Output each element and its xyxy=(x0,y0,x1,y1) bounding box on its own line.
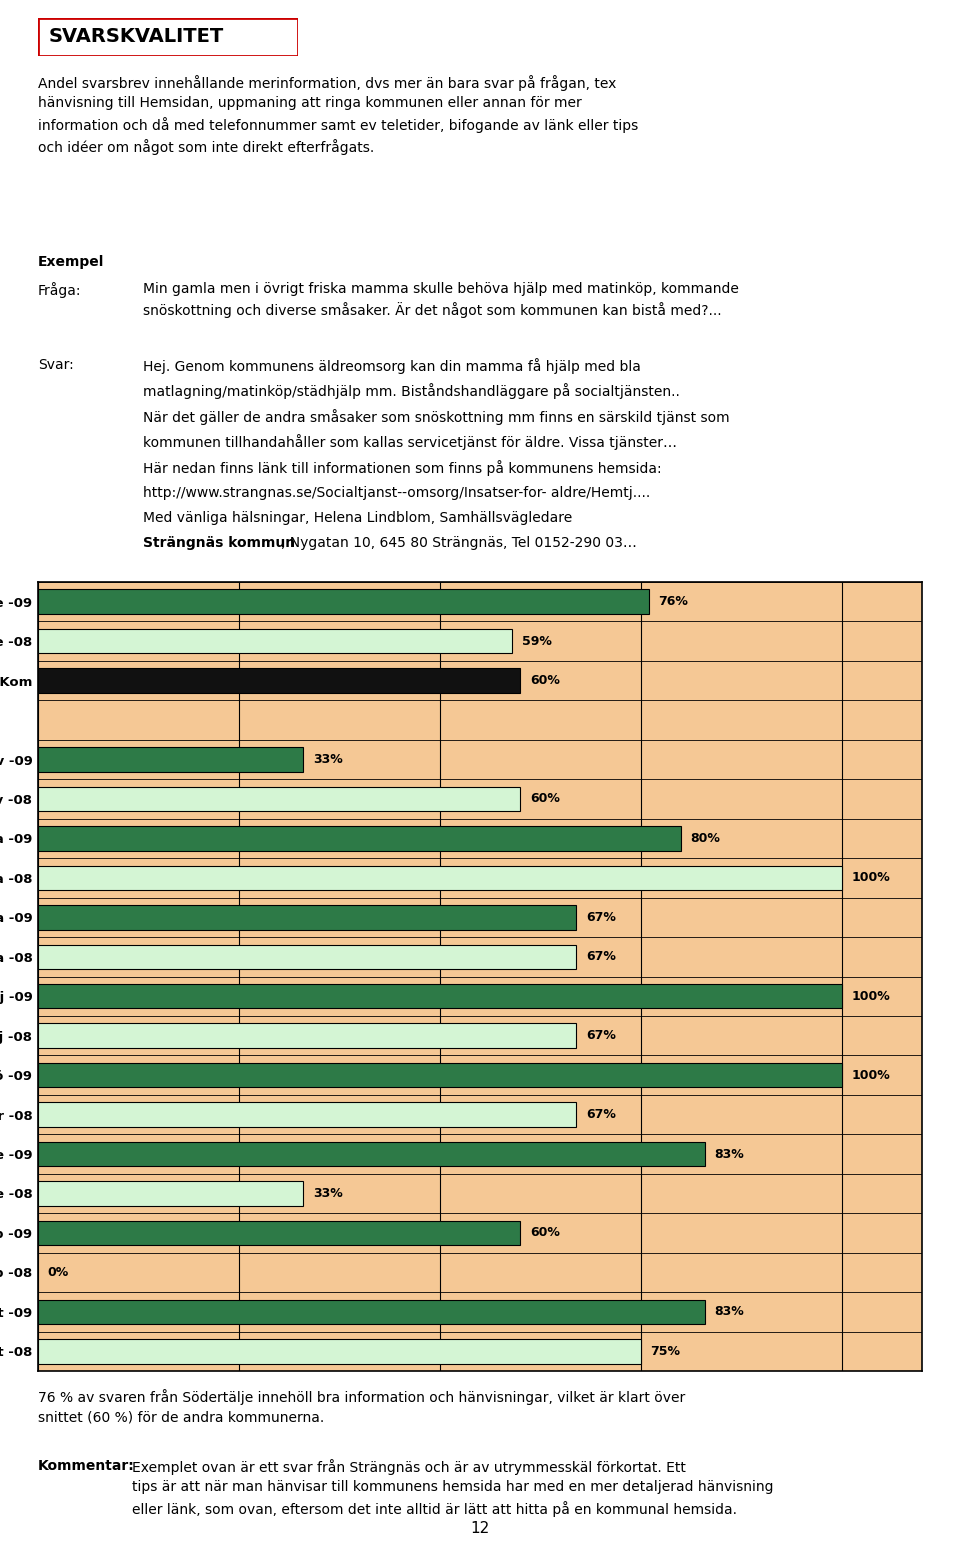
Bar xyxy=(38,747,303,772)
Text: 0%: 0% xyxy=(48,1267,69,1279)
Text: Exempel: Exempel xyxy=(38,255,105,269)
Bar xyxy=(38,1102,576,1127)
Bar xyxy=(38,1299,705,1324)
Text: 67%: 67% xyxy=(586,1029,616,1043)
Text: 100%: 100% xyxy=(852,990,890,1002)
Text: 67%: 67% xyxy=(586,910,616,924)
Bar xyxy=(38,629,512,654)
Text: 33%: 33% xyxy=(313,1187,343,1200)
Text: 60%: 60% xyxy=(530,1226,560,1240)
Text: 100%: 100% xyxy=(852,1069,890,1081)
Text: SVARSKVALITET: SVARSKVALITET xyxy=(48,28,224,47)
Text: 100%: 100% xyxy=(852,871,890,884)
Text: 12: 12 xyxy=(470,1522,490,1536)
Text: kommunen tillhandahåller som kallas servicetjänst för äldre. Vissa tjänster…: kommunen tillhandahåller som kallas serv… xyxy=(143,434,677,450)
Text: När det gäller de andra småsaker som snöskottning mm finns en särskild tjänst so: När det gäller de andra småsaker som snö… xyxy=(143,409,730,425)
Text: 76%: 76% xyxy=(659,596,688,608)
Text: Med vänliga hälsningar, Helena Lindblom, Samhällsvägledare: Med vänliga hälsningar, Helena Lindblom,… xyxy=(143,510,572,524)
Text: http://www.strangnas.se/Socialtjanst--omsorg/Insatser-for- aldre/Hemtj....: http://www.strangnas.se/Socialtjanst--om… xyxy=(143,485,650,499)
Bar xyxy=(38,906,576,929)
Bar xyxy=(38,1221,520,1245)
Text: 60%: 60% xyxy=(530,792,560,806)
Text: Svar:: Svar: xyxy=(38,358,74,372)
Text: 67%: 67% xyxy=(586,1108,616,1120)
Text: , Nygatan 10, 645 80 Strängnäs, Tel 0152-290 03…: , Nygatan 10, 645 80 Strängnäs, Tel 0152… xyxy=(281,537,636,551)
Text: Här nedan finns länk till informationen som finns på kommunens hemsida:: Här nedan finns länk till informationen … xyxy=(143,461,661,476)
Bar xyxy=(38,669,520,692)
Text: 83%: 83% xyxy=(714,1305,744,1318)
Text: Hej. Genom kommunens äldreomsorg kan din mamma få hjälp med bla: Hej. Genom kommunens äldreomsorg kan din… xyxy=(143,358,641,373)
Bar xyxy=(38,983,842,1008)
Text: matlagning/matinköp/städhjälp mm. Biståndshandläggare på socialtjänsten..: matlagning/matinköp/städhjälp mm. Bistån… xyxy=(143,383,680,400)
Text: 33%: 33% xyxy=(313,753,343,766)
Text: Exemplet ovan är ett svar från Strängnäs och är av utrymmesskäl förkortat. Ett
t: Exemplet ovan är ett svar från Strängnäs… xyxy=(132,1460,774,1517)
Bar xyxy=(38,590,649,615)
Text: 76 % av svaren från Södertälje innehöll bra information och hänvisningar, vilket: 76 % av svaren från Södertälje innehöll … xyxy=(38,1390,685,1424)
Text: 67%: 67% xyxy=(586,951,616,963)
Text: 60%: 60% xyxy=(530,674,560,688)
Text: 80%: 80% xyxy=(690,832,720,845)
Bar xyxy=(38,1024,576,1047)
Text: Andel svarsbrev innehållande merinformation, dvs mer än bara svar på frågan, tex: Andel svarsbrev innehållande merinformat… xyxy=(38,75,638,156)
Bar xyxy=(38,1340,640,1363)
Bar xyxy=(38,826,681,851)
FancyBboxPatch shape xyxy=(38,19,298,56)
Text: Strängnäs kommun: Strängnäs kommun xyxy=(143,537,295,551)
Text: 59%: 59% xyxy=(522,635,552,647)
Bar xyxy=(38,1181,303,1206)
Bar xyxy=(38,787,520,811)
Text: Fråga:: Fråga: xyxy=(38,282,82,297)
Text: 75%: 75% xyxy=(650,1344,681,1358)
Text: Min gamla men i övrigt friska mamma skulle behöva hjälp med matinköp, kommande
s: Min gamla men i övrigt friska mamma skul… xyxy=(143,282,739,319)
Bar xyxy=(38,944,576,969)
Text: 83%: 83% xyxy=(714,1147,744,1161)
Text: Kommentar:: Kommentar: xyxy=(38,1460,134,1474)
Bar xyxy=(38,865,842,890)
Bar xyxy=(38,1063,842,1088)
Bar xyxy=(38,1142,705,1167)
